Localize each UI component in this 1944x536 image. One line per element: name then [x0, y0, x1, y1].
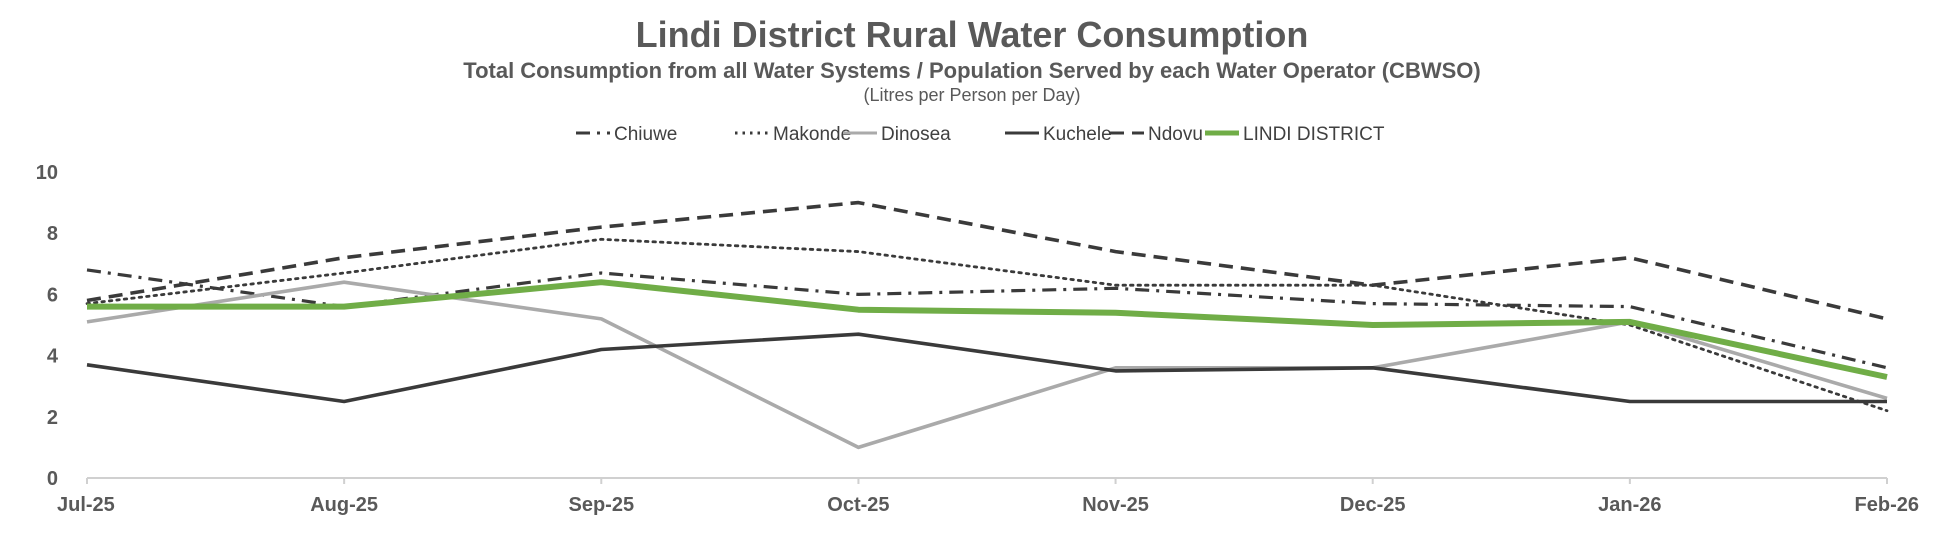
chart-subtitle: Total Consumption from all Water Systems… — [463, 58, 1481, 83]
series-line-ndovu — [86, 200, 1888, 321]
y-tick-label: 4 — [47, 346, 59, 368]
series-line-kuchele — [86, 332, 1887, 404]
series-line-lindi-district — [87, 279, 1888, 380]
legend-label: Ndovu — [1148, 124, 1203, 145]
x-tick-label: Jul-25 — [57, 494, 115, 516]
y-tick-label: 2 — [47, 407, 58, 429]
series-line-makonde — [85, 237, 1889, 413]
legend-label: Dinosea — [881, 124, 951, 145]
legend-label: Makonde — [773, 124, 851, 145]
x-tick-label: Feb-26 — [1855, 494, 1919, 516]
legend-label: Chiuwe — [614, 124, 677, 145]
x-tick-label: Sep-25 — [568, 494, 634, 516]
y-tick-label: 6 — [47, 284, 58, 306]
y-tick-label: 0 — [47, 468, 58, 490]
x-tick-label: Oct-25 — [827, 494, 889, 516]
chart-title: Lindi District Rural Water Consumption — [635, 14, 1309, 55]
x-tick-label: Dec-25 — [1340, 494, 1406, 516]
chart-units: (Litres per Person per Day) — [863, 85, 1081, 105]
y-tick-label: 8 — [47, 223, 58, 245]
legend-label: Kuchele — [1043, 124, 1112, 145]
legend-label: LINDI DISTRICT — [1243, 124, 1385, 145]
x-tick-label: Aug-25 — [310, 494, 378, 516]
y-tick-label: 10 — [36, 162, 58, 184]
x-tick-label: Jan-26 — [1598, 494, 1661, 516]
x-tick-label: Nov-25 — [1082, 494, 1149, 516]
series-line-dinosea — [86, 280, 1888, 450]
